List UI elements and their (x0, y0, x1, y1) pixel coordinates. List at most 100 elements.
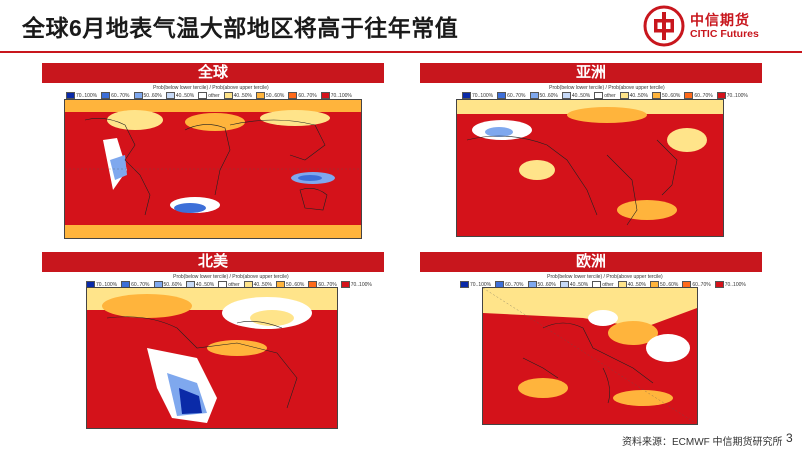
legend-label: 50..60% (659, 281, 679, 288)
legend-item: 70..100% (320, 92, 352, 99)
legend-swatch (133, 92, 143, 99)
legend-label: 40..50% (175, 92, 195, 99)
legend-item: 70..100% (66, 92, 98, 99)
legend-item: 40..50% (223, 92, 252, 99)
panel-asia: 亚洲 Prob(below lower tercile) / Prob(abov… (420, 63, 762, 243)
legend-item: 70..100% (460, 281, 492, 288)
legend-item: other (198, 92, 220, 99)
legend-swatch (561, 92, 571, 99)
panel-asia-map (456, 99, 724, 237)
legend-swatch (340, 281, 350, 288)
panel-europe-map (482, 287, 698, 425)
legend-item: 60..70% (288, 92, 317, 99)
legend-swatch (651, 92, 661, 99)
legend-label: other (602, 281, 614, 288)
panel-asia-banner: 亚洲 (420, 63, 762, 83)
legend-swatch (255, 92, 265, 99)
legend-swatch (101, 92, 111, 99)
legend-swatch (165, 92, 175, 99)
legend-swatch (460, 281, 469, 288)
legend-label: 60..70% (505, 281, 524, 288)
panel-north-america-legend: Prob(below lower tercile) / Prob(above u… (86, 274, 376, 288)
legend-item: 40..50% (619, 92, 648, 99)
legend-label: 40..50% (569, 281, 589, 288)
panel-europe: 欧洲 Prob(below lower tercile) / Prob(abov… (420, 252, 762, 432)
panel-global-banner: 全球 (42, 63, 384, 83)
legend-caption: Prob(below lower tercile) / Prob(above u… (173, 274, 289, 280)
legend-label: 50..60% (539, 92, 558, 99)
legend-caption: Prob(below lower tercile) / Prob(above u… (549, 85, 665, 91)
legend-label: 70..100% (330, 92, 352, 99)
legend-label: 70..100% (470, 281, 492, 288)
legend-swatch (529, 92, 539, 99)
panel-europe-legend: Prob(below lower tercile) / Prob(above u… (460, 274, 750, 288)
legend-swatch (198, 92, 208, 99)
legend-label: 40..50% (571, 92, 591, 99)
legend-item: 60..70% (684, 92, 713, 99)
panel-asia-legend: Prob(below lower tercile) / Prob(above u… (462, 85, 752, 99)
legend-label: 50..60% (163, 281, 182, 288)
panel-north-america-banner: 北美 (42, 252, 384, 272)
legend-swatch (497, 92, 507, 99)
legend-label: 60..70% (318, 281, 337, 288)
legend-item: 50..60% (133, 92, 162, 99)
legend-swatch (714, 281, 724, 288)
legend-item: 60..70% (497, 92, 526, 99)
legend-item: 70..100% (714, 281, 746, 288)
legend-label: 60..70% (298, 92, 317, 99)
legend-swatch (619, 92, 629, 99)
panel-global-legend: Prob(below lower tercile) / Prob(above u… (66, 85, 356, 99)
legend-swatch (288, 92, 298, 99)
legend-label: other (604, 92, 616, 99)
legend-item: other (594, 92, 616, 99)
legend-label: other (228, 281, 240, 288)
legend-label: 50..60% (265, 92, 285, 99)
title-divider (0, 51, 802, 53)
legend-label: 60..70% (507, 92, 526, 99)
legend-label: 40..50% (195, 281, 215, 288)
legend-item: 70..100% (340, 281, 372, 288)
legend-swatch (66, 92, 75, 99)
legend-label: 40..50% (627, 281, 646, 288)
legend-label: 40..50% (629, 92, 648, 99)
legend-label: 60..70% (692, 281, 711, 288)
panel-global: 全球 Prob(below lower tercile) / Prob(abov… (42, 63, 384, 243)
legend-caption: Prob(below lower tercile) / Prob(above u… (153, 85, 269, 91)
legend-label: 70..100% (350, 281, 372, 288)
legend-label: 40..50% (253, 281, 272, 288)
page-number: 3 (786, 431, 793, 445)
legend-label: 70..100% (472, 92, 494, 99)
legend-swatch (684, 92, 694, 99)
logo-name-cn: 中信期货 (690, 12, 750, 28)
legend-label: 40..50% (233, 92, 252, 99)
panel-north-america-map (86, 287, 338, 429)
legend-item: 60..70% (101, 92, 130, 99)
legend-label: 50..60% (537, 281, 556, 288)
legend-label: 70..100% (726, 92, 748, 99)
legend-swatch (320, 92, 330, 99)
legend-label: 50..60% (285, 281, 305, 288)
source-note: 资料来源：ECMWF 中信期货研究所 (622, 437, 783, 448)
legend-swatch (223, 92, 233, 99)
legend-swatch (716, 92, 726, 99)
logo-name-en: CITIC Futures (690, 28, 759, 40)
legend-caption: Prob(below lower tercile) / Prob(above u… (547, 274, 663, 280)
legend-label: 50..60% (143, 92, 162, 99)
legend-swatch (462, 92, 471, 99)
brand-logo: 中信期货 CITIC Futures (640, 4, 790, 48)
panel-global-map (64, 99, 362, 239)
panel-europe-banner: 欧洲 (420, 252, 762, 272)
legend-item: 70..100% (716, 92, 748, 99)
legend-label: 50..60% (661, 92, 681, 99)
legend-label: 70..100% (724, 281, 746, 288)
legend-label: 70..100% (96, 281, 118, 288)
page-title: 全球6月地表气温大部地区将高于往年常值 (22, 15, 459, 41)
panel-north-america: 北美 Prob(below lower tercile) / Prob(abov… (42, 252, 384, 432)
legend-item: 70..100% (462, 92, 494, 99)
citic-logo-icon (643, 5, 685, 47)
legend-item: 40..50% (165, 92, 195, 99)
legend-label: other (208, 92, 220, 99)
legend-label: 60..70% (111, 92, 130, 99)
legend-label: 70..100% (76, 92, 98, 99)
legend-label: 60..70% (131, 281, 150, 288)
